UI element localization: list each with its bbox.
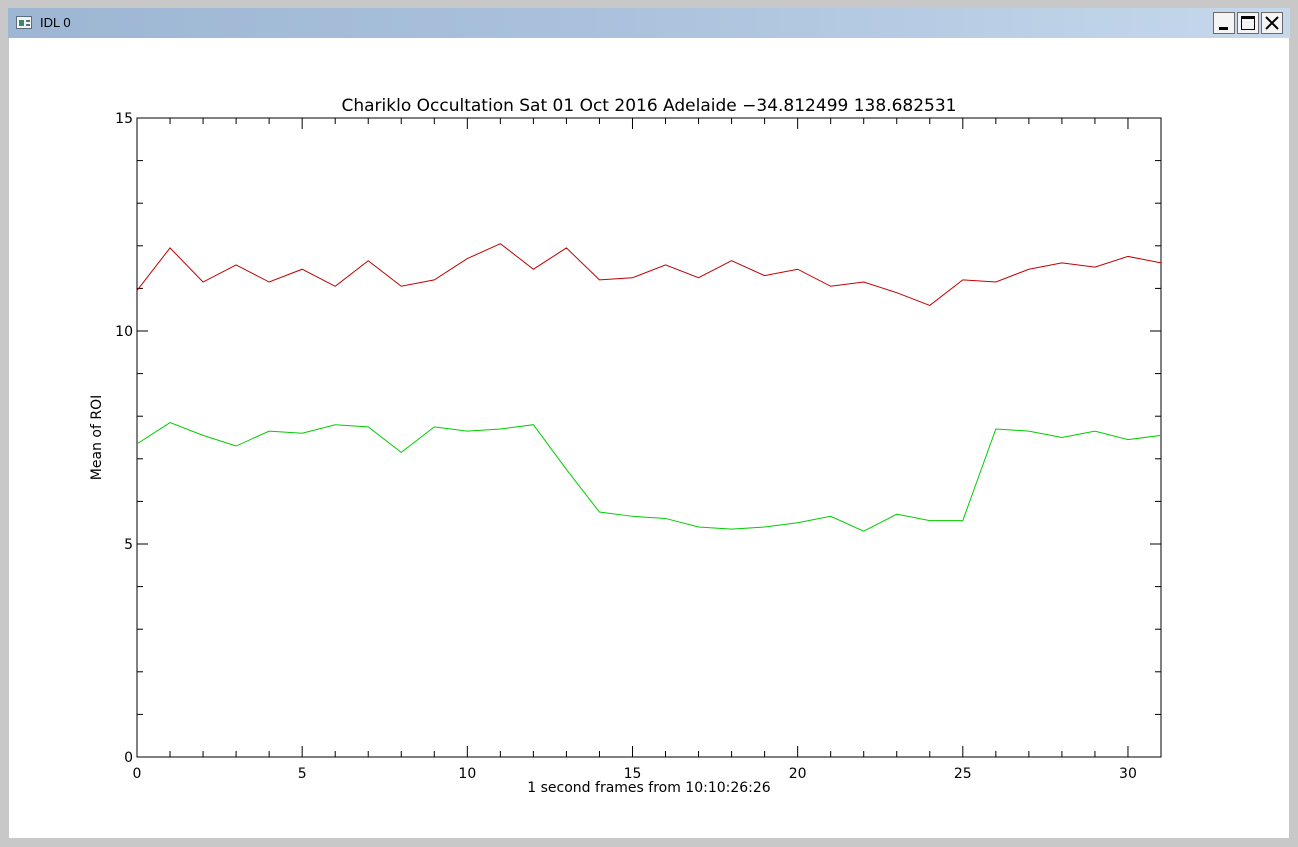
line-chart: Chariklo Occultation Sat 01 Oct 2016 Ade…	[89, 96, 1162, 796]
maximize-icon	[1241, 16, 1255, 30]
minimize-button[interactable]	[1213, 12, 1235, 34]
idl-window-icon[interactable]	[16, 16, 32, 29]
y-tick-label: 10	[115, 324, 133, 340]
maximize-button[interactable]	[1237, 12, 1259, 34]
window-title: IDL 0	[40, 15, 71, 30]
close-icon	[1265, 16, 1279, 30]
x-axis-label: 1 second frames from 10:10:26:26	[527, 780, 771, 796]
y-tick-label: 5	[124, 537, 133, 553]
y-axis-label: Mean of ROI	[89, 395, 105, 480]
close-button[interactable]	[1261, 12, 1283, 34]
x-tick-label: 20	[789, 766, 807, 782]
x-tick-label: 5	[298, 766, 307, 782]
y-tick-label: 15	[115, 111, 133, 127]
axis-ticks: 0 5 10 15 20 25 30 0 5 10 15	[115, 111, 1162, 782]
x-tick-label: 0	[133, 766, 142, 782]
title-bar[interactable]: IDL 0	[8, 8, 1290, 38]
series-line-2	[136, 422, 1162, 532]
x-tick-label: 10	[458, 766, 476, 782]
x-tick-label: 15	[624, 766, 642, 782]
x-tick-label: 30	[1119, 766, 1137, 782]
chart-title: Chariklo Occultation Sat 01 Oct 2016 Ade…	[342, 96, 957, 116]
y-tick-label: 0	[124, 750, 133, 766]
series-layer	[136, 243, 1162, 532]
plot-frame	[136, 117, 1162, 758]
x-tick-label: 25	[954, 766, 972, 782]
plot-window-area: Chariklo Occultation Sat 01 Oct 2016 Ade…	[9, 38, 1289, 838]
series-line-1	[136, 243, 1162, 307]
minimize-icon	[1219, 27, 1228, 30]
